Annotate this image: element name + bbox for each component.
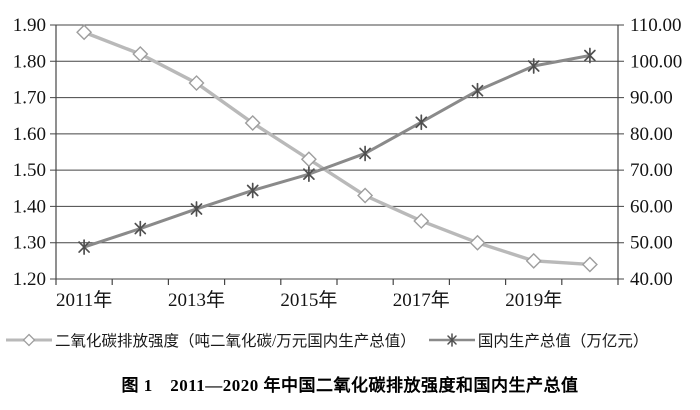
- dual-axis-line-chart: 1.20 40.00 1.30 50.00 1.40 60.00 1.50 70.00 1.60…: [13, 15, 683, 311]
- gdp-series-line: [83, 54, 591, 249]
- asterisk-marker: [78, 239, 90, 255]
- diamond-marker: [300, 151, 317, 168]
- legend-item: 国内生产总值（万亿元）: [428, 329, 649, 351]
- diamond-marker: [413, 212, 430, 229]
- y-axis-left-tick-label: 1.40: [13, 196, 46, 217]
- chart-legend: 二氧化碳排放强度（吨二氧化碳/万元国内生产总值） 国内生产总值（万亿元）: [0, 329, 700, 351]
- diamond-marker: [469, 234, 486, 251]
- asterisk-marker: [190, 201, 203, 217]
- x-axis-tick-label: 2011年: [56, 289, 112, 311]
- legend-label: 国内生产总值（万亿元）: [477, 333, 649, 350]
- y-axis-right-tick-label: 70.00: [630, 160, 673, 181]
- asterisk-marker: [246, 182, 259, 199]
- y-axis-right-tick-label: 110.00: [630, 15, 682, 36]
- diamond-legend-swatch-icon: [6, 333, 52, 347]
- y-axis-right-tick-label: 50.00: [630, 233, 673, 254]
- diamond-marker: [188, 75, 205, 92]
- x-axis-tick-label: 2017年: [393, 289, 450, 311]
- y-axis-left-tick-label: 1.20: [13, 269, 46, 290]
- y-axis-right-tick-label: 60.00: [630, 196, 673, 217]
- diamond-marker: [357, 187, 374, 204]
- y-axis-right-tick-label: 100.00: [630, 51, 682, 72]
- x-axis-tick-label: 2015年: [280, 289, 337, 311]
- x-axis-tick-label: 2019年: [505, 289, 562, 311]
- asterisk-marker: [359, 145, 371, 162]
- asterisk-marker: [134, 220, 147, 237]
- y-axis-left-tick-label: 1.30: [13, 233, 46, 254]
- asterisk-marker: [527, 58, 540, 74]
- y-axis-left-tick-label: 1.60: [13, 124, 46, 145]
- diamond-marker: [525, 252, 542, 269]
- diamond-marker: [581, 256, 598, 273]
- asterisk-marker: [471, 82, 484, 99]
- co2-intensity-series-line: [83, 30, 591, 267]
- y-axis-left-tick-label: 1.90: [13, 15, 46, 36]
- y-axis-right-tick-label: 90.00: [630, 88, 673, 109]
- diamond-marker: [244, 114, 261, 131]
- x-axis-tick-label: 2013年: [168, 289, 225, 311]
- y-axis-left-tick-label: 1.50: [13, 160, 46, 181]
- diamond-marker: [76, 24, 93, 41]
- figure-container: 1.20 40.00 1.30 50.00 1.40 60.00 1.50 70.00 1.60…: [0, 15, 700, 395]
- legend-label: 二氧化碳排放强度（吨二氧化碳/万元国内生产总值）: [55, 333, 416, 350]
- asterisk-marker: [303, 166, 315, 182]
- asterisk-marker: [415, 114, 428, 131]
- legend-item: 二氧化碳排放强度（吨二氧化碳/万元国内生产总值）: [6, 329, 416, 351]
- asterisk-legend-swatch-icon: [428, 333, 475, 347]
- y-axis-right-tick-label: 80.00: [630, 124, 673, 145]
- y-axis-right-tick-label: 40.00: [630, 269, 673, 290]
- asterisk-marker: [584, 47, 596, 64]
- diamond-marker: [132, 46, 149, 63]
- y-axis-left-tick-label: 1.70: [13, 88, 46, 109]
- figure-caption: 图 1 2011—2020 年中国二氧化碳排放强度和国内生产总值: [121, 376, 579, 395]
- y-axis-left-tick-label: 1.80: [13, 51, 46, 72]
